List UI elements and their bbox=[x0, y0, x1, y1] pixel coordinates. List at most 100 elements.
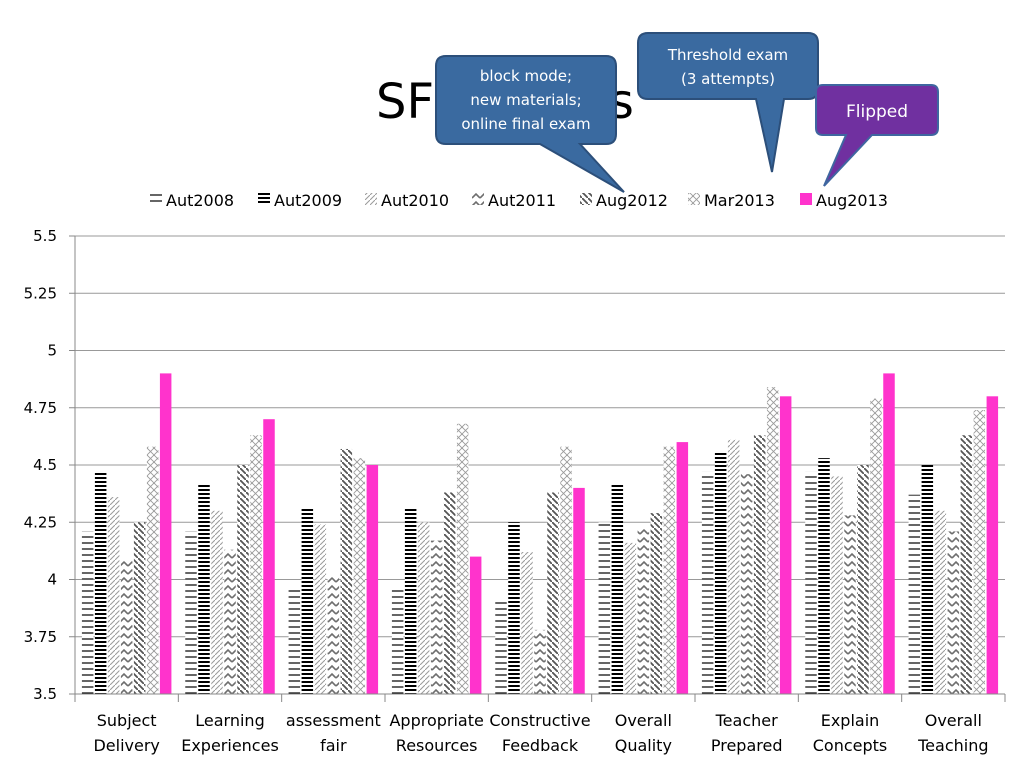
category-label: Overall bbox=[615, 711, 672, 730]
category-label: Feedback bbox=[502, 736, 579, 755]
bar-aut2009 bbox=[818, 458, 830, 694]
bar-aug2013 bbox=[986, 396, 999, 694]
category-label: Explain bbox=[821, 711, 880, 730]
bar-mar2013 bbox=[663, 446, 676, 694]
bar-aut2010 bbox=[417, 522, 430, 694]
category-label: Learning bbox=[195, 711, 264, 730]
bar-aut2008 bbox=[598, 522, 611, 694]
bar-aut2009 bbox=[611, 483, 624, 694]
bar-aug2013 bbox=[676, 442, 689, 694]
bar-aut2010 bbox=[727, 439, 740, 694]
bar-aug2013 bbox=[469, 556, 482, 694]
bar-aut2011 bbox=[947, 531, 960, 694]
callout-block-mode-line1: block mode; bbox=[480, 67, 572, 85]
bar-aut2009 bbox=[404, 508, 417, 694]
callout-flipped: Flipped bbox=[815, 84, 939, 187]
y-tick-label: 5 bbox=[47, 342, 57, 360]
bar-mar2013 bbox=[766, 387, 779, 694]
bar-aug2012 bbox=[753, 435, 766, 694]
grid: 3.5 3.75 4 4.25 4.5 4.75 5 5.25 5.5 bbox=[24, 227, 1005, 703]
bar-mar2013 bbox=[250, 435, 262, 694]
bar-mar2013 bbox=[353, 458, 366, 694]
bar-aut2008 bbox=[391, 588, 404, 694]
bar-aut2010 bbox=[314, 524, 327, 694]
bar-aut2008 bbox=[908, 494, 921, 694]
legend-swatch bbox=[472, 193, 484, 205]
callout-block-mode: block mode; new materials; online final … bbox=[435, 55, 625, 193]
legend-item-aug2012: Aug2012 bbox=[580, 191, 668, 210]
bar-aut2010 bbox=[934, 510, 947, 694]
category-label: Concepts bbox=[813, 736, 888, 755]
y-tick-label: 3.5 bbox=[33, 685, 57, 703]
callout-threshold-exam: Threshold exam (3 attempts) bbox=[637, 32, 819, 173]
bar-aut2008 bbox=[81, 531, 94, 694]
bar-aug2012 bbox=[443, 492, 456, 694]
bar-aut2011 bbox=[327, 577, 340, 694]
bar-aut2009 bbox=[508, 522, 520, 694]
bars bbox=[81, 373, 999, 694]
bar-aut2011 bbox=[430, 540, 443, 694]
legend-item-aug2013: Aug2013 bbox=[800, 191, 888, 210]
category-label: Experiences bbox=[181, 736, 279, 755]
bar-aut2010 bbox=[624, 542, 637, 694]
bar-aut2009 bbox=[714, 451, 727, 694]
legend-swatch bbox=[580, 193, 592, 205]
bar-aug2012 bbox=[133, 522, 146, 694]
legend-item-aut2008: Aut2008 bbox=[150, 191, 234, 210]
bar-aut2008 bbox=[288, 588, 301, 694]
bar-aut2011 bbox=[534, 629, 546, 694]
bar-aug2013 bbox=[159, 373, 172, 694]
category-label: fair bbox=[320, 736, 347, 755]
legend-item-mar2013: Mar2013 bbox=[688, 191, 775, 210]
axes: Subject Delivery Learning Experiences assess… bbox=[69, 235, 1006, 755]
category-label: assessment bbox=[286, 711, 381, 730]
bar-aut2011 bbox=[637, 529, 650, 694]
legend-label: Aut2011 bbox=[488, 191, 556, 210]
y-tick-label: 4.5 bbox=[33, 456, 57, 474]
callout-threshold-line2: (3 attempts) bbox=[681, 70, 775, 88]
bar-aut2009 bbox=[301, 508, 314, 694]
bar-aug2013 bbox=[883, 373, 895, 694]
bar-aut2010 bbox=[521, 552, 533, 694]
bar-aut2008 bbox=[805, 471, 817, 694]
callout-block-mode-line2: new materials; bbox=[470, 91, 581, 109]
bar-mar2013 bbox=[973, 410, 986, 694]
category-label: Overall bbox=[925, 711, 982, 730]
category-label: Constructive bbox=[489, 711, 590, 730]
bar-aut2011 bbox=[740, 474, 753, 694]
bar-mar2013 bbox=[456, 423, 469, 694]
legend-swatch bbox=[688, 193, 700, 205]
legend-item-aut2011: Aut2011 bbox=[472, 191, 556, 210]
bar-mar2013 bbox=[560, 446, 572, 694]
legend-label: Aut2009 bbox=[274, 191, 342, 210]
bar-aut2011 bbox=[120, 561, 133, 694]
callout-block-mode-line3: online final exam bbox=[461, 115, 590, 133]
callout-flipped-label: Flipped bbox=[846, 102, 908, 122]
legend-swatch bbox=[800, 193, 812, 205]
bar-aug2013 bbox=[366, 465, 379, 694]
bar-aut2011 bbox=[224, 549, 236, 694]
bar-aug2012 bbox=[340, 448, 353, 694]
category-label: Prepared bbox=[711, 736, 783, 755]
legend: Aut2008 Aut2009 Aut2010 Aut2011 Aug2012 Mar20… bbox=[150, 191, 888, 210]
bar-aug2013 bbox=[263, 419, 275, 694]
legend-label: Aut2008 bbox=[166, 191, 234, 210]
category-label: Teacher bbox=[715, 711, 778, 730]
category-label: Appropriate bbox=[389, 711, 483, 730]
bar-aut2008 bbox=[185, 531, 197, 694]
y-tick-label: 3.75 bbox=[24, 628, 57, 646]
legend-item-aut2010: Aut2010 bbox=[365, 191, 449, 210]
bar-aut2008 bbox=[495, 600, 507, 694]
bar-aug2013 bbox=[573, 487, 585, 694]
bar-aut2009 bbox=[921, 465, 934, 694]
y-tick-label: 5.5 bbox=[33, 227, 57, 245]
legend-label: Aug2013 bbox=[816, 191, 888, 210]
y-tick-label: 5.25 bbox=[24, 284, 57, 302]
bar-aug2012 bbox=[547, 492, 559, 694]
chart-title: SF bbox=[376, 74, 434, 130]
bar-aut2008 bbox=[701, 471, 714, 694]
category-label: Teaching bbox=[917, 736, 988, 755]
bar-aut2010 bbox=[107, 497, 120, 694]
bar-aug2012 bbox=[857, 465, 869, 694]
